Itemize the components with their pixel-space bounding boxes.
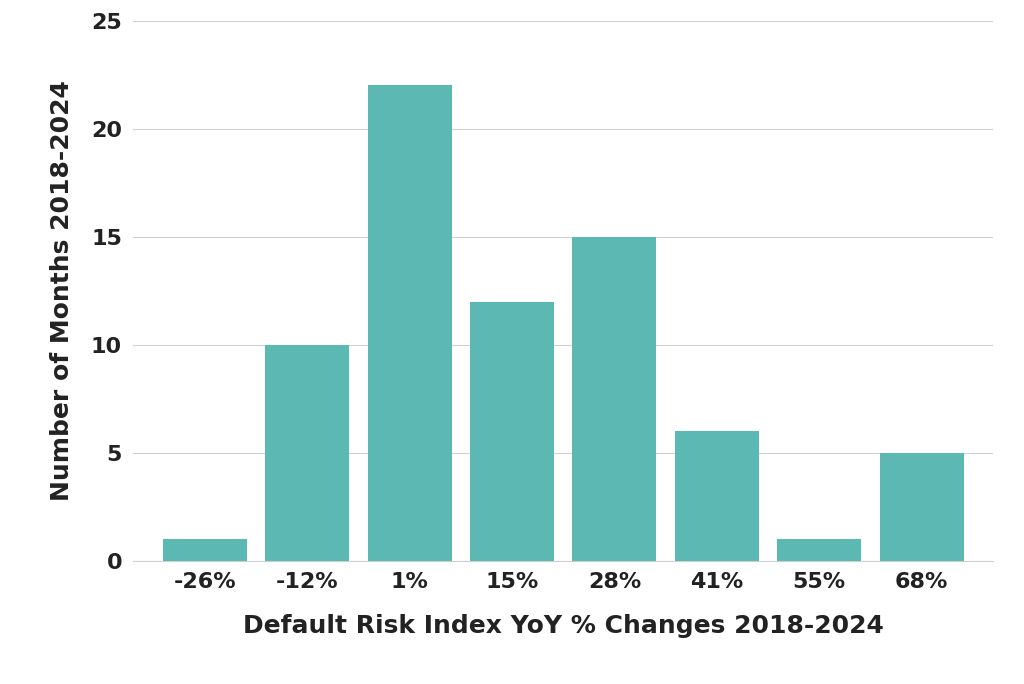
Bar — [777, 539, 861, 561]
Bar — [572, 237, 656, 561]
Bar — [880, 453, 964, 561]
Bar — [265, 345, 349, 561]
Bar — [163, 539, 247, 561]
Y-axis label: Number of Months 2018-2024: Number of Months 2018-2024 — [50, 80, 74, 501]
Bar — [675, 431, 759, 561]
Bar — [470, 302, 554, 561]
X-axis label: Default Risk Index YoY % Changes 2018-2024: Default Risk Index YoY % Changes 2018-20… — [243, 614, 884, 638]
Bar — [368, 86, 452, 561]
